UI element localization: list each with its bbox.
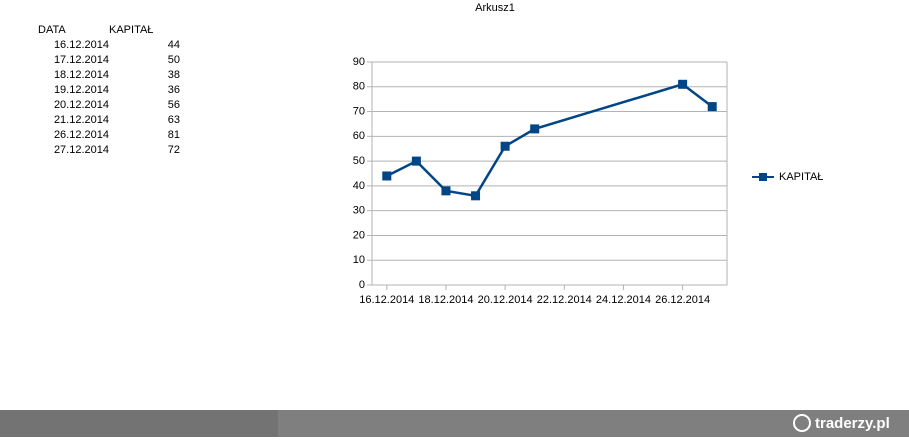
sheet-title: Arkusz1: [475, 2, 515, 14]
table-cell: 56: [168, 99, 180, 111]
y-tick-label: 20: [353, 229, 365, 241]
marker: [707, 102, 717, 112]
table-cell: 19.12.2014: [54, 84, 109, 96]
x-tick-label: 26.12.2014: [655, 294, 710, 306]
y-tick-label: 90: [353, 56, 365, 68]
y-tick-label: 0: [359, 279, 365, 291]
x-tick-label: 20.12.2014: [478, 294, 533, 306]
table-cell: 50: [168, 54, 180, 66]
table-cell: 17.12.2014: [54, 54, 109, 66]
table-cell: 27.12.2014: [54, 144, 109, 156]
table-cell: 16.12.2014: [54, 39, 109, 51]
table-cell: 81: [168, 129, 180, 141]
marker: [441, 186, 451, 196]
x-tick-label: 22.12.2014: [537, 294, 592, 306]
y-tick-label: 10: [353, 254, 365, 266]
table-cell: 38: [168, 69, 180, 81]
table-cell: 26.12.2014: [54, 129, 109, 141]
y-tick-label: 70: [353, 105, 365, 117]
marker: [500, 141, 510, 151]
y-tick-label: 80: [353, 81, 365, 93]
x-tick-label: 16.12.2014: [359, 294, 414, 306]
table-cell: 72: [168, 144, 180, 156]
table-cell: 63: [168, 114, 180, 126]
y-tick-label: 50: [353, 155, 365, 167]
table-cell: 44: [168, 39, 180, 51]
logo-icon: [793, 414, 811, 432]
table-cell: 20.12.2014: [54, 99, 109, 111]
footer-bar-left: [0, 410, 278, 437]
marker: [530, 124, 540, 134]
y-tick-label: 30: [353, 205, 365, 217]
table-header: DATA: [38, 24, 66, 36]
marker: [678, 79, 688, 89]
marker: [471, 191, 481, 201]
x-tick-label: 24.12.2014: [596, 294, 651, 306]
x-tick-label: 18.12.2014: [418, 294, 473, 306]
table-cell: 21.12.2014: [54, 114, 109, 126]
legend-label: KAPITAŁ: [779, 171, 823, 183]
table-cell: 18.12.2014: [54, 69, 109, 81]
y-tick-label: 60: [353, 130, 365, 142]
watermark: traderzy.pl: [815, 415, 890, 432]
legend-marker: [759, 173, 767, 181]
table-cell: 36: [168, 84, 180, 96]
table-header: KAPITAŁ: [109, 24, 153, 36]
marker: [411, 156, 421, 166]
y-tick-label: 40: [353, 180, 365, 192]
marker: [382, 171, 392, 181]
line: [386, 82, 713, 198]
